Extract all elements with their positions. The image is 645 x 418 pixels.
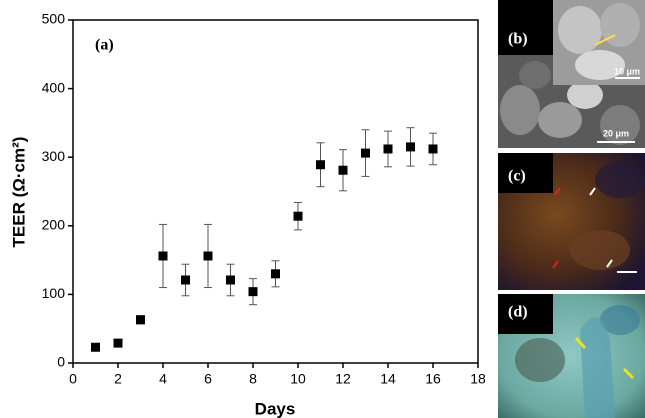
point [293,211,303,221]
point [316,160,325,170]
panel-d [498,294,645,418]
point [361,148,370,158]
x-tick-label: 0 [69,371,77,387]
panel-b [498,0,645,148]
y-tick-label: 500 [42,11,66,27]
chart-title: (a) [95,37,114,54]
x-tick-label: 12 [335,371,351,387]
x-tick-label: 10 [290,371,306,387]
x-tick-label: 14 [380,371,396,387]
panel-label: (c) [508,168,526,185]
x-tick-label: 18 [470,371,486,387]
y-tick-label: 200 [42,217,66,233]
y-axis-label: TEER (Ω·cm²) [9,137,28,248]
point [338,165,348,175]
y-tick-label: 0 [57,354,65,370]
point [226,275,235,285]
panel-c [498,153,645,290]
plot-frame [72,19,479,364]
panel-label: (d) [508,304,528,321]
point [158,251,168,261]
point [406,142,415,152]
y-tick-label: 100 [42,285,66,301]
scale-label: 20 μm [603,128,629,138]
point [203,251,213,261]
point [248,287,258,297]
scale-label: 10 μm [614,66,640,76]
x-tick-label: 16 [425,371,441,387]
y-tick-label: 400 [42,79,66,95]
x-axis-label: Days [255,399,296,418]
x-tick-label: 6 [204,371,212,387]
x-tick-label: 4 [159,371,167,387]
point [383,144,393,154]
point [428,144,438,154]
point [91,342,100,352]
panel-label: (b) [508,31,528,48]
x-tick-label: 8 [249,371,257,387]
point [113,338,123,348]
point [181,275,190,285]
point [271,269,280,279]
x-tick-label: 2 [114,371,122,387]
y-tick-label: 300 [42,148,66,164]
point [136,315,145,325]
